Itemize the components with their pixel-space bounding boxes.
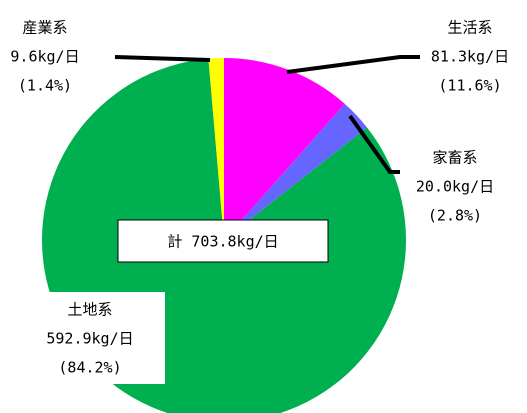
leader-line (286, 55, 420, 74)
total-box (117, 219, 329, 263)
leader-line (348, 114, 400, 174)
value-label: 592.9kg/日 (46, 330, 133, 348)
pie-slice (208, 58, 224, 240)
value-label: 81.3kg/日 (431, 48, 509, 66)
label-background (0, 292, 165, 384)
slice-label: 家畜系 (432, 149, 477, 167)
percent-label: (2.8%) (428, 207, 482, 225)
percent-label: (1.4%) (18, 77, 72, 95)
slice-label: 産業系 (22, 19, 67, 37)
percent-label: (84.2%) (58, 359, 121, 377)
value-label: 9.6kg/日 (10, 48, 79, 66)
percent-label: (11.6%) (438, 77, 501, 95)
leader-line (114, 55, 211, 62)
slice-label: 土地系 (67, 301, 112, 319)
pie-slice (224, 58, 345, 240)
slice-label: 生活系 (447, 19, 492, 37)
total-label: 計 703.8kg/日 (167, 233, 278, 251)
pie-slice (224, 103, 368, 240)
value-label: 20.0kg/日 (416, 178, 494, 196)
leader-lines (114, 55, 420, 174)
